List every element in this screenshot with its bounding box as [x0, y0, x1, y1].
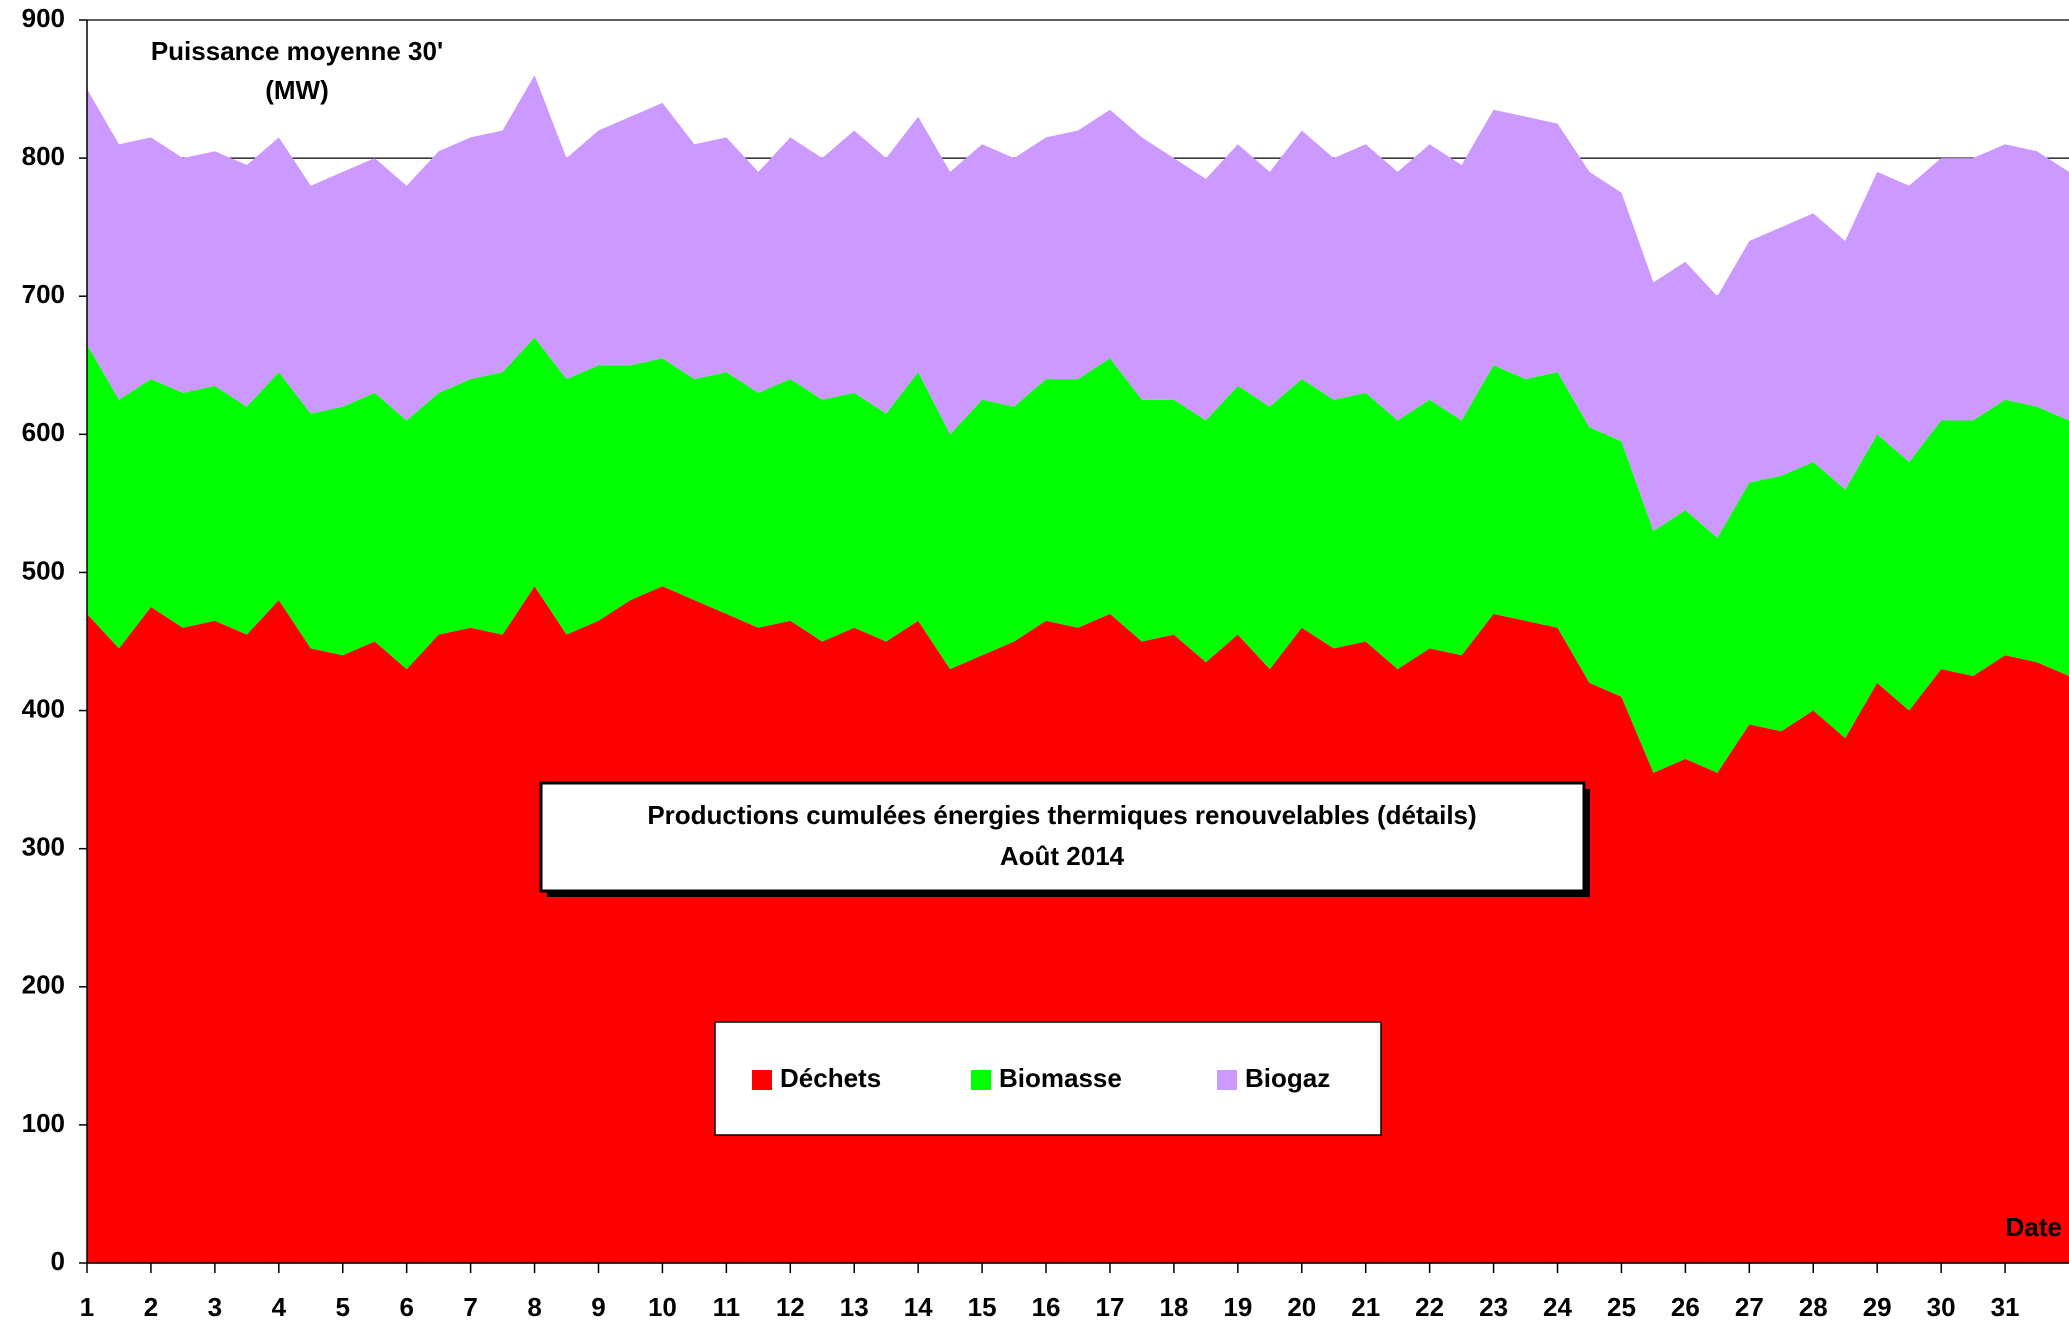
y-tick-label: 900	[22, 3, 65, 33]
area	[87, 75, 2069, 538]
y-tick-label: 200	[22, 970, 65, 1000]
y-tick-label: 0	[51, 1246, 65, 1276]
x-tick-label: 18	[1159, 1292, 1188, 1322]
x-tick-label: 30	[1927, 1292, 1956, 1322]
x-tick-label: 22	[1415, 1292, 1444, 1322]
x-tick-label: 17	[1096, 1292, 1125, 1322]
legend-swatch	[971, 1070, 991, 1090]
x-tick-label: 10	[648, 1292, 677, 1322]
x-tick-label: 26	[1671, 1292, 1700, 1322]
area	[87, 337, 2069, 773]
x-tick-label: 27	[1735, 1292, 1764, 1322]
x-tick-label: 23	[1479, 1292, 1508, 1322]
x-tick-label: 31	[1991, 1292, 2020, 1322]
x-tick-label: 25	[1607, 1292, 1636, 1322]
legend-label: Biogaz	[1245, 1063, 1330, 1093]
x-tick-label: 15	[968, 1292, 997, 1322]
x-axis-title: Date	[2006, 1212, 2062, 1242]
x-tick-label: 13	[840, 1292, 869, 1322]
y-axis-title: (MW)	[265, 75, 329, 105]
y-tick-label: 400	[22, 693, 65, 723]
legend-label: Déchets	[780, 1063, 881, 1093]
legend: Déchets Biomasse Biogaz	[752, 1063, 1330, 1093]
x-tick-label: 9	[591, 1292, 605, 1322]
x-tick-label: 16	[1032, 1292, 1061, 1322]
x-tick-label: 5	[336, 1292, 350, 1322]
x-tick-label: 3	[208, 1292, 222, 1322]
legend-swatch	[752, 1070, 772, 1090]
areas	[87, 75, 2069, 1263]
x-tick-label: 4	[272, 1292, 287, 1322]
x-tick-label: 20	[1287, 1292, 1316, 1322]
legend-box	[714, 1021, 1382, 1136]
y-tick-label: 100	[22, 1108, 65, 1138]
x-tick-label: 6	[399, 1292, 413, 1322]
chart-title: Productions cumulées énergies thermiques…	[647, 800, 1476, 830]
x-tick-label: 2	[144, 1292, 158, 1322]
y-tick-label: 300	[22, 832, 65, 862]
area	[87, 586, 2069, 1263]
x-tick-label: 14	[904, 1292, 933, 1322]
title-box	[539, 781, 1586, 893]
y-tick-label: 600	[22, 417, 65, 447]
x-tick-label: 1	[80, 1292, 94, 1322]
x-tick-label: 19	[1223, 1292, 1252, 1322]
y-axis-title: Puissance moyenne 30'	[151, 36, 443, 66]
y-tick-label: 700	[22, 279, 65, 309]
legend-swatch	[1217, 1070, 1237, 1090]
x-tick-label: 8	[527, 1292, 541, 1322]
x-tick-label: 29	[1863, 1292, 1892, 1322]
y-tick-label: 500	[22, 555, 65, 585]
x-tick-label: 21	[1351, 1292, 1380, 1322]
x-tick-label: 24	[1543, 1292, 1572, 1322]
chart-subtitle: Août 2014	[1000, 841, 1125, 871]
x-tick-label: 28	[1799, 1292, 1828, 1322]
y-tick-label: 800	[22, 141, 65, 171]
x-tick-label: 12	[776, 1292, 805, 1322]
legend-label: Biomasse	[999, 1063, 1122, 1093]
x-tick-label: 11	[713, 1292, 741, 1322]
x-tick-label: 7	[463, 1292, 477, 1322]
